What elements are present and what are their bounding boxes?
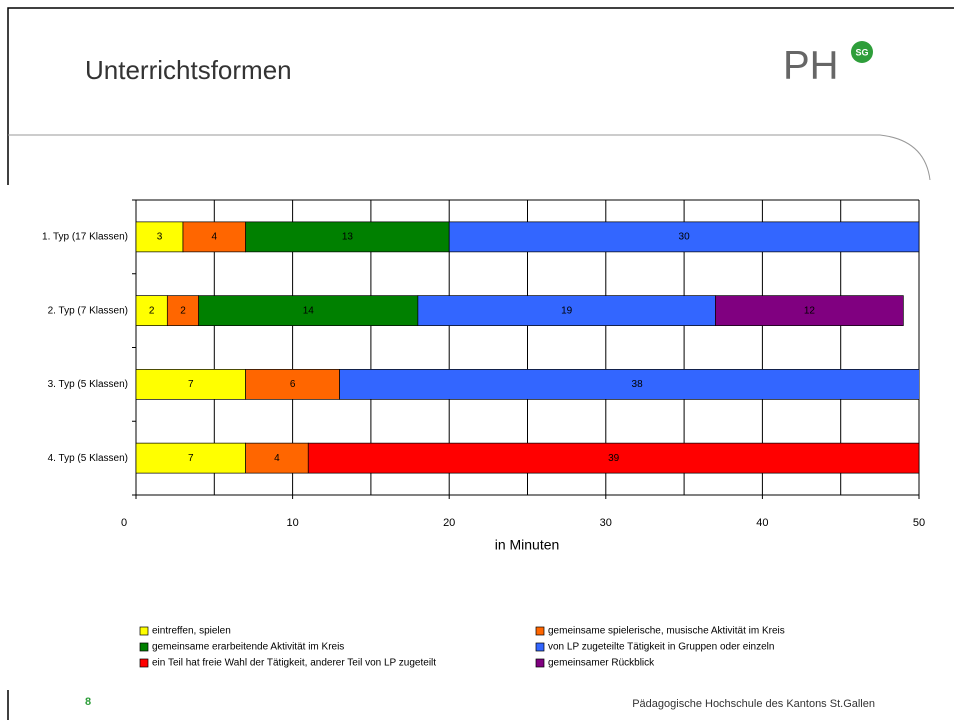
legend-swatch [535,626,545,636]
bar-segment [182,221,246,253]
x-tick-label: 20 [443,517,455,529]
value-label: 3 [157,232,163,243]
value-label: 4 [212,232,218,243]
x-tick-label: 0 [121,517,127,529]
value-label: 12 [804,305,816,316]
bar-segment [448,221,919,253]
chart-area [0,185,954,690]
logo-text: PH [783,44,839,88]
legend-swatch [535,658,545,668]
value-label: 2 [180,305,186,316]
bar-segment [245,221,450,253]
x-tick-label: 40 [756,517,768,529]
value-label: 19 [561,305,573,316]
bar-segment [136,369,246,400]
y-tick-label: 1. Typ (17 Klassen) [42,232,128,243]
y-tick-label: 4. Typ (5 Klassen) [48,453,128,464]
bar-segment [136,442,246,474]
bar-segment [245,442,309,474]
y-tick-label: 2. Typ (7 Klassen) [48,305,128,316]
bar-segment [198,295,419,326]
bar-segment [417,295,716,326]
footer-institution: Pädagogische Hochschule des Kantons St.G… [632,698,875,710]
value-label: 30 [679,232,691,243]
legend-label: gemeinsame erarbeitende Aktivität im Kre… [152,642,344,653]
legend-label: ein Teil hat freie Wahl der Tätigkeit, a… [152,658,436,669]
x-axis-label: in Minuten [495,537,560,553]
legend-swatch [139,642,149,652]
value-label: 2 [149,305,155,316]
value-label: 4 [274,453,280,464]
y-tick-label: 3. Typ (5 Klassen) [48,379,128,390]
bar-segment [307,442,919,474]
legend-label: gemeinsame spielerische, musische Aktivi… [548,626,785,637]
legend-swatch [139,658,149,668]
value-label: 39 [608,453,620,464]
page-number: 8 [85,696,91,708]
legend-label: gemeinsamer Rückblick [548,658,655,669]
legend-swatch [535,642,545,652]
header-divider [8,134,931,181]
x-tick-label: 30 [600,517,612,529]
value-label: 38 [632,379,644,390]
bar-segment [245,369,340,400]
slide-title: Unterrichtsformen [85,55,292,85]
logo-badge-text: SG [855,47,868,57]
value-label: 14 [303,305,315,316]
logo-badge [851,41,873,63]
bar-segment [339,369,919,400]
legend-swatch [139,626,149,636]
value-label: 6 [290,379,296,390]
bar-segment [715,295,904,326]
bar-segment [136,295,168,326]
legend-label: eintreffen, spielen [152,626,231,637]
value-label: 7 [188,453,194,464]
value-label: 7 [188,379,194,390]
value-label: 13 [342,232,354,243]
legend-label: von LP zugeteilte Tätigkeit in Gruppen o… [548,642,774,653]
bars: 3 4 13 302 2 14 19 127 6 387 4 39 [136,221,919,474]
x-tick-label: 50 [913,517,925,529]
x-tick-label: 10 [286,517,298,529]
